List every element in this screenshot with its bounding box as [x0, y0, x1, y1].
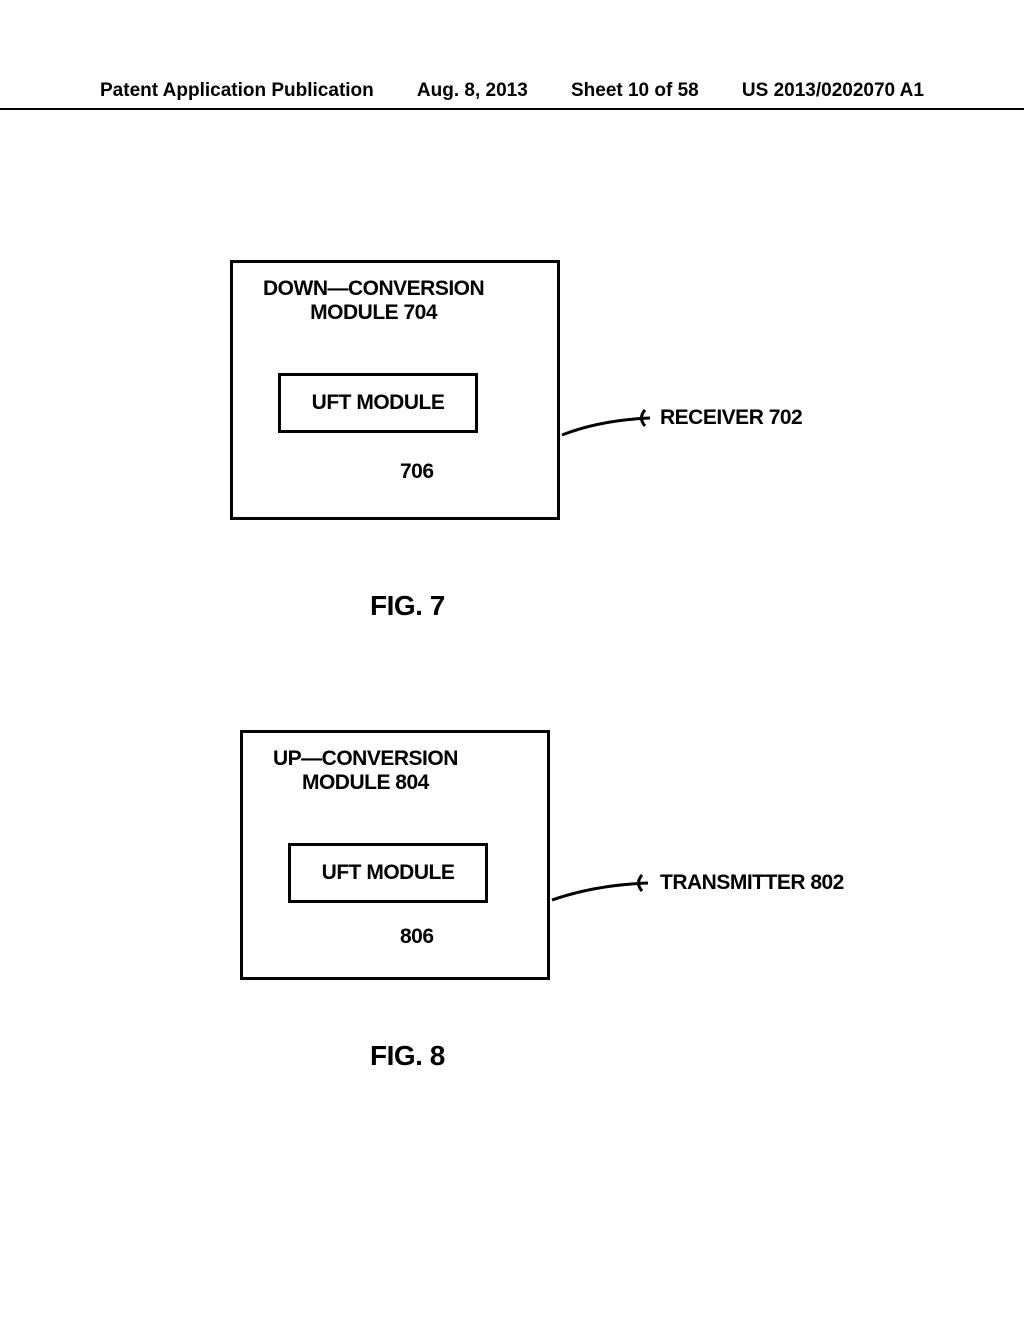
- fig8-module-line2: MODULE 804: [302, 771, 429, 794]
- fig7-uft-label: UFT MODULE: [312, 391, 445, 415]
- fig7-inner-ref: 706: [400, 460, 434, 484]
- fig8-module-label: UP—CONVERSION MODULE 804: [273, 747, 458, 795]
- header-date: Aug. 8, 2013: [417, 80, 528, 102]
- fig8-caption: FIG. 8: [370, 1040, 445, 1072]
- publication-label: Patent Application Publication: [100, 80, 374, 102]
- header-pub-number: US 2013/0202070 A1: [742, 80, 924, 102]
- fig8-inner-ref: 806: [400, 925, 434, 949]
- fig8-outer-box: UP—CONVERSION MODULE 804 UFT MODULE: [240, 730, 550, 980]
- header-sheet: Sheet 10 of 58: [571, 80, 699, 102]
- fig7-receiver-label: RECEIVER 702: [660, 406, 802, 430]
- page-header: Patent Application Publication Aug. 8, 2…: [0, 80, 1024, 110]
- fig7-module-label: DOWN—CONVERSION MODULE 704: [263, 277, 484, 325]
- fig7-caption: FIG. 7: [370, 590, 445, 622]
- fig7-module-line1: DOWN—CONVERSION: [263, 277, 484, 300]
- fig7-module-line2: MODULE 704: [310, 301, 437, 324]
- fig8-module-line1: UP—CONVERSION: [273, 747, 458, 770]
- fig7-uft-box: UFT MODULE: [278, 373, 478, 433]
- fig8-transmitter-label: TRANSMITTER 802: [660, 871, 844, 895]
- fig7-outer-box: DOWN—CONVERSION MODULE 704 UFT MODULE: [230, 260, 560, 520]
- fig8-uft-label: UFT MODULE: [322, 861, 455, 885]
- fig8-uft-box: UFT MODULE: [288, 843, 488, 903]
